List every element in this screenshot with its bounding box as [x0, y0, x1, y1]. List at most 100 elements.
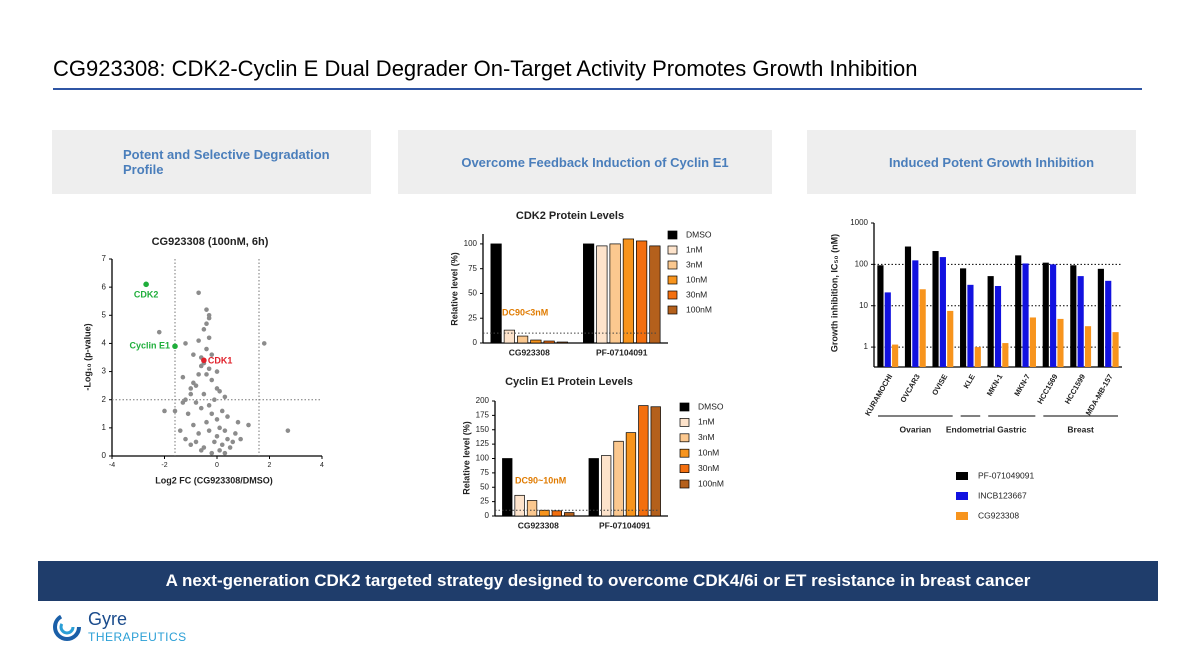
point [206, 428, 212, 433]
point [201, 391, 207, 397]
legend-swatch [956, 492, 968, 500]
bar [650, 406, 661, 517]
legend-swatch [956, 472, 968, 480]
point [219, 408, 225, 414]
y-tick-label: 150 [476, 425, 490, 434]
bar [932, 251, 939, 367]
y-tick-label: 100 [476, 454, 490, 463]
bar [596, 245, 608, 344]
point [162, 408, 167, 414]
point [209, 450, 215, 456]
x-tick-label: MKN-7 [1012, 372, 1032, 397]
bar [967, 284, 974, 367]
bar [564, 512, 575, 517]
group-label: Endometrial [946, 424, 995, 434]
legend-swatch [667, 260, 678, 270]
point [198, 363, 204, 369]
point [180, 374, 186, 380]
bar [601, 455, 612, 517]
point [233, 431, 238, 436]
bar [1029, 317, 1036, 367]
highlight-point [201, 357, 207, 364]
legend-label: 30nM [686, 289, 707, 299]
y-axis-label: Relative level (%) [449, 252, 459, 326]
bar [1002, 343, 1009, 367]
point [198, 448, 204, 453]
legend-swatch [667, 245, 678, 255]
bar [490, 243, 502, 344]
highlight-point [172, 343, 178, 350]
bar [1084, 326, 1092, 367]
banner: A next-generation CDK2 targeted strategy… [38, 561, 1158, 601]
bar [503, 329, 515, 344]
y-tick-label: 2 [102, 395, 107, 404]
point [214, 434, 220, 439]
point [217, 425, 222, 431]
highlight-point [143, 281, 149, 288]
bar [884, 292, 891, 367]
x-axis-label: Log2 FC (CG923308/DMSO) [155, 475, 273, 485]
point [177, 428, 183, 433]
y-tick-label: 1 [102, 423, 107, 432]
legend-label: DMSO [698, 401, 724, 411]
point [235, 419, 241, 425]
bar [1070, 265, 1077, 367]
y-tick-label: 50 [480, 482, 489, 491]
title-rule [53, 88, 1142, 90]
y-tick-label: 4 [102, 339, 107, 348]
point [206, 366, 212, 372]
x-tick-label: 0 [215, 462, 219, 469]
y-tick-label: 10 [859, 301, 868, 310]
panel-header: Potent and Selective Degradation Profile [52, 130, 371, 194]
y-axis-label: Growth inhibition, IC₅₀ (nM) [829, 234, 839, 352]
legend-label: 3nM [686, 259, 703, 269]
point [214, 417, 220, 422]
y-tick-label: 100 [464, 239, 478, 248]
point [201, 327, 207, 332]
y-tick-label: 25 [468, 313, 477, 322]
point [188, 391, 194, 397]
bar [583, 243, 595, 344]
bar [974, 347, 981, 367]
point [196, 290, 201, 296]
highlight-label: Cyclin E1 [129, 341, 170, 351]
legend-label: 100nM [698, 478, 724, 488]
y-tick-label: 125 [476, 439, 490, 448]
bar [994, 285, 1002, 367]
legend-swatch [679, 418, 690, 427]
legend-label: 10nM [686, 274, 707, 284]
y-tick-label: 3 [102, 367, 107, 376]
bar [1057, 318, 1064, 367]
point [188, 442, 194, 448]
point [230, 439, 236, 445]
group-label: Gastric [997, 424, 1027, 434]
y-axis-label: -Log₁₀ (p-value) [82, 323, 92, 390]
logo-tagline: THERAPEUTICS [88, 630, 187, 644]
bar [526, 500, 538, 517]
y-tick-label: 175 [476, 410, 490, 419]
legend-label: 1nM [686, 244, 703, 254]
bar [1022, 263, 1029, 367]
point [191, 352, 196, 357]
charts: CG923308 (100nM, 6h) -Log₁₀ (p-value) Log2… [82, 210, 1122, 530]
legend-swatch [667, 305, 678, 315]
highlight-label: CDK2 [134, 290, 159, 300]
y-tick-label: 0 [473, 338, 478, 347]
point [209, 352, 215, 357]
point [227, 445, 233, 450]
logo-swirl [53, 613, 81, 641]
bar [919, 289, 926, 367]
x-tick-label: CG923308 [509, 347, 550, 357]
bar [539, 509, 550, 517]
annotation: DC90~10nM [515, 475, 566, 485]
point [222, 428, 228, 433]
x-tick-label: OVCAR3 [898, 372, 921, 404]
point [191, 380, 196, 386]
y-tick-label: 1 [864, 342, 869, 351]
logo-swirl [59, 619, 75, 635]
point [246, 422, 251, 428]
x-tick-label: OVISE [930, 372, 949, 396]
y-tick-label: 200 [476, 396, 490, 405]
bar [947, 310, 954, 367]
point [183, 436, 188, 442]
